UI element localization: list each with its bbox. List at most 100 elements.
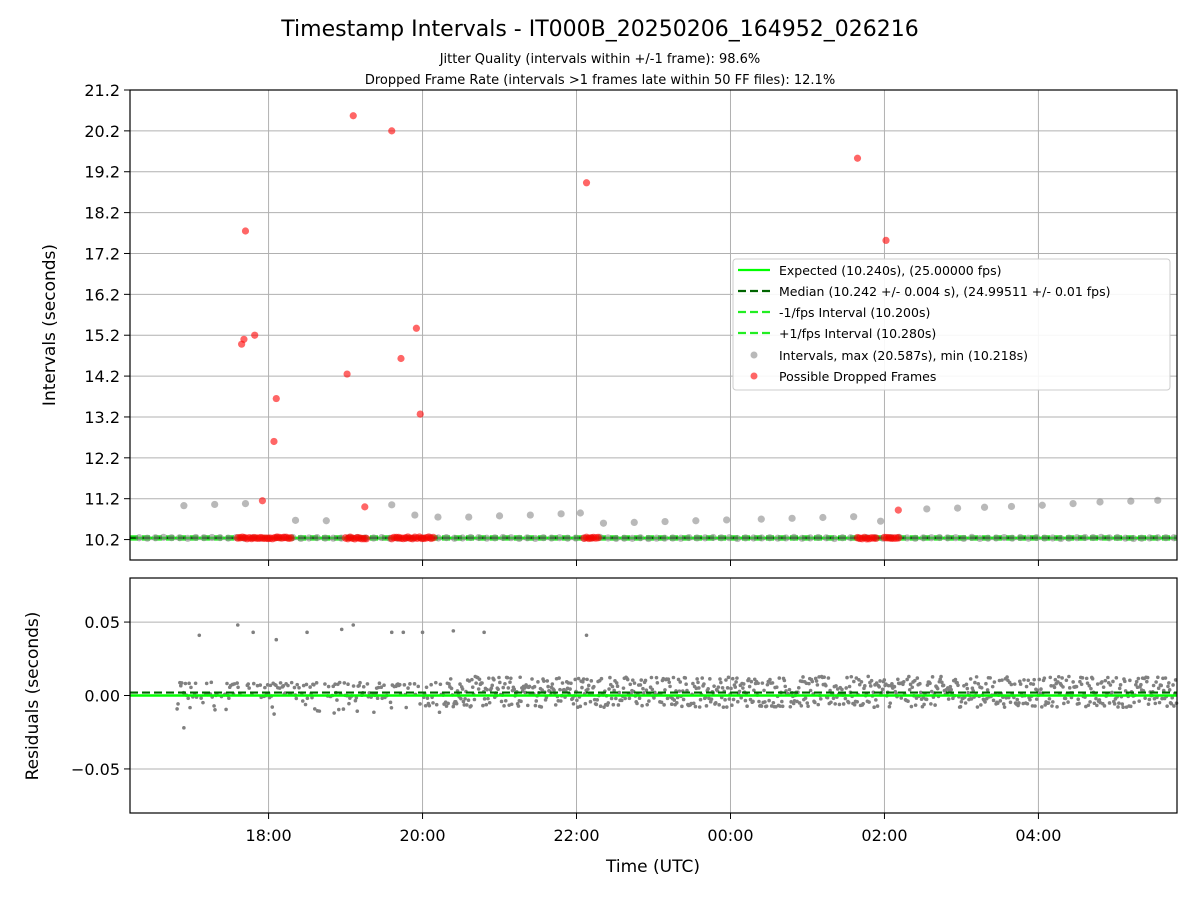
interval-point (685, 533, 693, 542)
interval-point (1170, 534, 1178, 542)
residual-outlier (274, 637, 279, 642)
residual-point (882, 678, 887, 682)
interval-point (709, 533, 717, 542)
residual-point (672, 698, 677, 702)
residual-point (863, 684, 867, 688)
residual-point (874, 681, 879, 685)
residual-point (666, 677, 671, 681)
residual-point (1085, 681, 1090, 685)
residual-point (745, 704, 749, 709)
interval-point (555, 534, 564, 542)
residual-point (1114, 676, 1119, 680)
interval-point-high (434, 513, 442, 521)
interval-point (669, 534, 677, 542)
residual-point (179, 681, 184, 685)
residual-point (1005, 675, 1009, 679)
residual-point (434, 702, 439, 707)
residual-point (429, 682, 433, 687)
residual-point (910, 685, 915, 690)
interval-point (960, 534, 968, 543)
residual-outlier (420, 630, 425, 635)
residual-point (1064, 678, 1069, 683)
residual-point (534, 699, 539, 703)
top-y-axis-label: Intervals (seconds) (40, 244, 60, 406)
residual-point (1051, 700, 1055, 704)
residual-point (351, 684, 356, 688)
residual-point (606, 701, 611, 705)
residual-point (829, 700, 833, 705)
residual-point (810, 679, 815, 684)
interval-point (151, 534, 160, 542)
legend-label-intervals: Intervals, max (20.587s), min (10.218s) (779, 348, 1028, 363)
residual-point (973, 680, 977, 685)
residual-point (1076, 697, 1081, 702)
residual-point (1145, 675, 1150, 680)
residual-point (314, 681, 319, 685)
residual-point (675, 701, 679, 705)
residual-point (1146, 702, 1151, 706)
residual-point (816, 702, 821, 707)
residual-point (263, 685, 267, 690)
interval-point-high (1127, 497, 1135, 505)
interval-point-high (850, 513, 858, 521)
interval-point (943, 534, 952, 542)
residual-point (640, 703, 644, 708)
residual-point (1128, 704, 1133, 709)
residual-point (896, 677, 900, 682)
residual-point (650, 687, 655, 692)
residual-point (1156, 675, 1160, 680)
residual-point (757, 699, 761, 704)
residual-point (512, 687, 517, 692)
residual-point (778, 704, 782, 708)
residual-point (797, 701, 802, 705)
interval-point-high (923, 505, 931, 513)
x-axis-label: Time (UTC) (605, 857, 700, 877)
residual-point (437, 710, 442, 715)
interval-point (1105, 534, 1113, 542)
top-plot-frame (129, 89, 1178, 561)
interval-point (1162, 534, 1170, 542)
residual-point (782, 678, 787, 683)
residual-point (1047, 696, 1052, 701)
residual-point (814, 679, 819, 683)
residual-point (317, 709, 322, 713)
interval-point (491, 534, 499, 542)
residual-point (1147, 697, 1152, 702)
residual-point (258, 683, 263, 687)
residual-point (712, 684, 716, 688)
residual-point (805, 701, 810, 705)
residual-point (918, 681, 922, 686)
residual-point (974, 675, 979, 679)
residual-point (358, 680, 362, 685)
bottom-xtick-label-5: 04:00 (1015, 826, 1061, 845)
residual-point (509, 676, 513, 681)
residual-point (614, 681, 619, 685)
residual-point (1160, 696, 1164, 701)
residual-point (759, 704, 764, 708)
residual-point (353, 698, 358, 703)
residual-point (709, 697, 714, 701)
residual-point (277, 686, 282, 690)
legend-label-plus-fps: +1/fps Interval (10.280s) (779, 326, 936, 341)
interval-point (774, 534, 782, 542)
residual-point (1050, 704, 1054, 708)
residual-point (700, 676, 705, 680)
interval-point (806, 534, 814, 542)
residual-point (959, 699, 964, 704)
interval-point (192, 533, 200, 542)
residual-point (1159, 683, 1164, 688)
residual-point (918, 690, 923, 695)
residual-point (553, 703, 558, 707)
residual-point (719, 680, 723, 685)
residual-point (822, 675, 826, 679)
interval-point (531, 534, 539, 543)
residual-point (389, 705, 394, 710)
residual-point (608, 675, 612, 680)
residual-point (739, 695, 743, 700)
interval-point (135, 534, 143, 542)
residual-outlier (451, 629, 456, 633)
residual-point (1008, 700, 1013, 705)
residual-point (713, 701, 718, 705)
residual-point (1002, 705, 1007, 709)
interval-point-high (291, 516, 300, 524)
